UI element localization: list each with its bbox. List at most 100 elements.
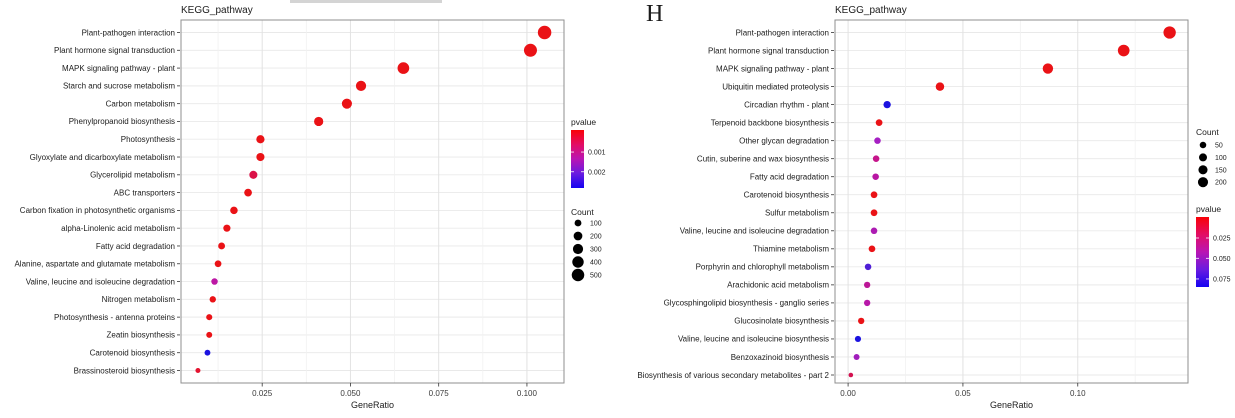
count-legend-label: 100 [590,221,602,228]
category-label: Fatty acid degradation [750,173,829,182]
category-label: Terpenoid backbone biosynthesis [711,118,829,127]
category-label: alpha-Linolenic acid metabolism [61,224,175,233]
category-label: Glycerolipid metabolism [90,171,175,180]
count-legend-label: 300 [590,247,602,254]
count-legend-dot [572,256,584,268]
x-tick-label: 0.05 [955,389,971,398]
count-legend-dot [1199,153,1207,162]
data-point [1042,63,1054,74]
x-tick-label: 0.025 [252,389,273,398]
data-point [872,173,879,180]
count-legend-label: 500 [590,273,602,280]
data-point [523,43,537,57]
count-legend-dot [574,219,582,227]
data-point [256,152,265,162]
count-legend-label: 200 [1215,180,1227,187]
count-legend-title: Count [571,207,594,217]
category-label: Carotenoid biosynthesis [744,191,829,200]
plot-panel-left [180,19,565,384]
data-point [875,119,883,126]
data-point [858,317,865,325]
pvalue-legend-label: 0.025 [1213,236,1231,243]
category-label: Nitrogen metabolism [102,295,176,304]
data-point [863,299,871,307]
crop-artifact [290,0,442,3]
count-legend-label: 150 [1215,167,1227,174]
count-legend-title: Count [1196,127,1219,137]
pvalue-legend-label: 0.001 [588,150,606,157]
category-label: Valine, leucine and isoleucine degradati… [26,277,175,286]
data-point [355,80,367,91]
count-legend-label: 100 [1215,155,1227,162]
data-point [397,62,410,74]
pvalue-legend-label: 0.002 [588,169,606,176]
data-point [854,335,862,343]
category-label: Thiamine metabolism [753,245,829,254]
data-point [204,349,211,356]
data-point [848,372,854,378]
category-label: Porphyrin and chlorophyll metabolism [696,263,830,272]
x-tick-label: 0.075 [429,389,450,398]
data-point [206,314,213,321]
category-label: MAPK signaling pathway - plant [716,64,830,73]
data-point [314,116,324,127]
pvalue-legend-label: 0.075 [1213,276,1231,283]
category-label: ABC transporters [114,188,175,197]
data-point [244,188,252,197]
x-tick-label: 0.00 [840,389,856,398]
category-label: MAPK signaling pathway - plant [62,64,176,73]
x-tick-label: 0.050 [340,389,361,398]
category-label: Carbon metabolism [106,99,176,108]
data-point [209,296,216,303]
category-label: Glycosphingolipid biosynthesis - ganglio… [664,299,829,308]
chart-title-left: KEGG_pathway [181,5,253,16]
category-label: Alanine, aspartate and glutamate metabol… [14,260,175,269]
data-point [218,242,226,250]
data-point [223,224,231,232]
plot-panel-right [834,19,1189,384]
data-point [883,100,891,109]
data-point [214,260,222,268]
category-label: Circadian rhythm - plant [744,100,830,109]
data-point [870,227,878,235]
data-point [230,206,238,215]
data-point [195,368,201,373]
data-point [872,155,880,162]
category-label: Cutin, suberine and wax biosynthesis [697,154,829,163]
count-legend-label: 400 [590,260,602,267]
category-label: Brassinosteroid biosynthesis [74,366,175,375]
x-tick-label: 0.100 [517,389,538,398]
category-label: Benzoxazinoid biosynthesis [731,353,829,362]
category-label: Arachidonic acid metabolism [727,281,829,290]
category-label: Biosynthesis of various secondary metabo… [637,371,829,380]
category-label: Photosynthesis - antenna proteins [54,313,175,322]
data-point [1163,26,1176,39]
count-legend-dot [573,231,583,241]
count-legend-label: 50 [1215,143,1223,150]
data-point [206,331,213,338]
count-legend-dot [571,268,585,282]
data-point [537,25,552,40]
pvalue-legend-title: pvalue [571,117,596,127]
category-label: Fatty acid degradation [96,242,175,251]
data-point [935,82,945,91]
data-point [868,245,876,253]
data-point [863,281,871,289]
category-label: Plant-pathogen interaction [736,28,829,37]
data-point [249,170,258,179]
category-label: Glucosinolate biosynthesis [734,317,829,326]
data-point [853,353,860,360]
category-label: Glyoxylate and dicarboxylate metabolism [30,153,176,162]
category-label: Starch and sucrose metabolism [63,82,175,91]
count-legend-label: 200 [590,234,602,241]
data-point [1117,44,1130,57]
count-legend-dot [1198,165,1208,175]
category-label: Phenylpropanoid biosynthesis [69,117,175,126]
category-label: Other glycan degradation [739,136,829,145]
category-label: Plant-pathogen interaction [82,28,175,37]
category-label: Plant hormone signal transduction [708,46,829,55]
category-label: Zeatin biosynthesis [107,331,175,340]
count-legend-dot [572,243,584,255]
